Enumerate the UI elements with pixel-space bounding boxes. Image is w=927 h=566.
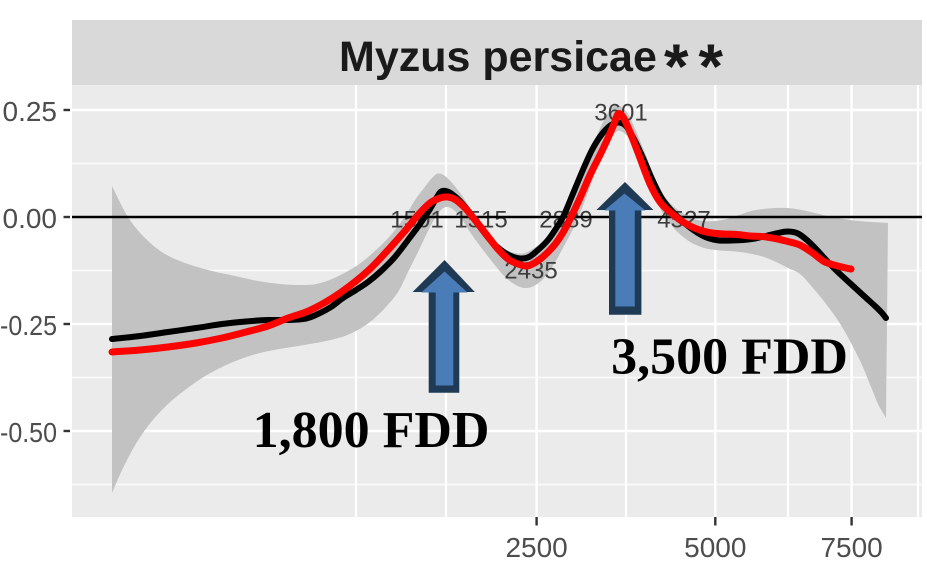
svg-text:0.00: 0.00 bbox=[3, 203, 58, 234]
svg-text:-0.50: -0.50 bbox=[0, 417, 57, 448]
svg-text:7500: 7500 bbox=[820, 532, 882, 563]
svg-text:3,500 FDD: 3,500 FDD bbox=[611, 329, 848, 386]
svg-text:2500: 2500 bbox=[505, 532, 567, 563]
svg-text:-0.25: -0.25 bbox=[0, 310, 57, 341]
svg-text:Myzus persicae: Myzus persicae bbox=[339, 33, 657, 81]
svg-text:**: ** bbox=[664, 32, 733, 102]
svg-text:0.25: 0.25 bbox=[3, 96, 58, 127]
svg-text:1,800 FDD: 1,800 FDD bbox=[253, 402, 490, 459]
svg-text:5000: 5000 bbox=[684, 532, 746, 563]
